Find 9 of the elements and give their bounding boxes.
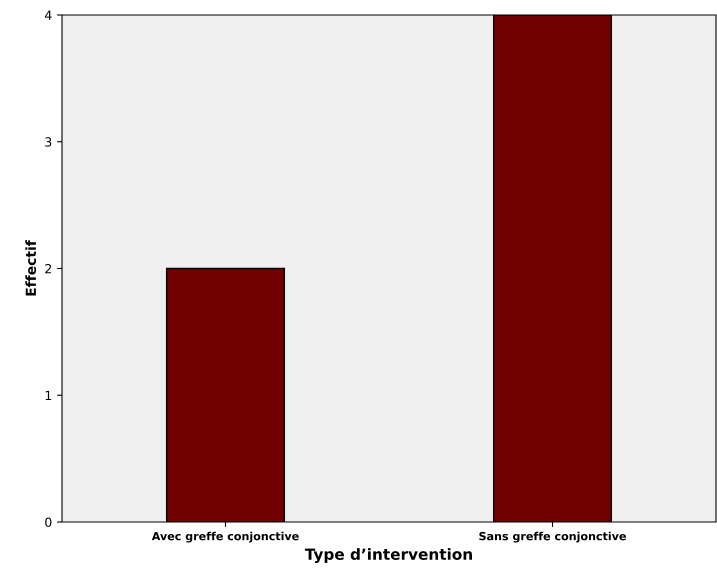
y-axis-title: Effectif [25,240,36,296]
x-tick-label: Sans greffe conjonctive [479,532,626,543]
y-tick-label: 1 [46,390,52,400]
x-axis-title: Type d’intervention [304,548,472,564]
y-tick-label: 0 [45,517,52,527]
x-tick-label: Avec greffe conjonctive [152,532,299,543]
y-tick-label: 4 [44,10,52,20]
y-tick-label: 3 [45,137,52,147]
y-tick-label: 2 [45,264,52,274]
